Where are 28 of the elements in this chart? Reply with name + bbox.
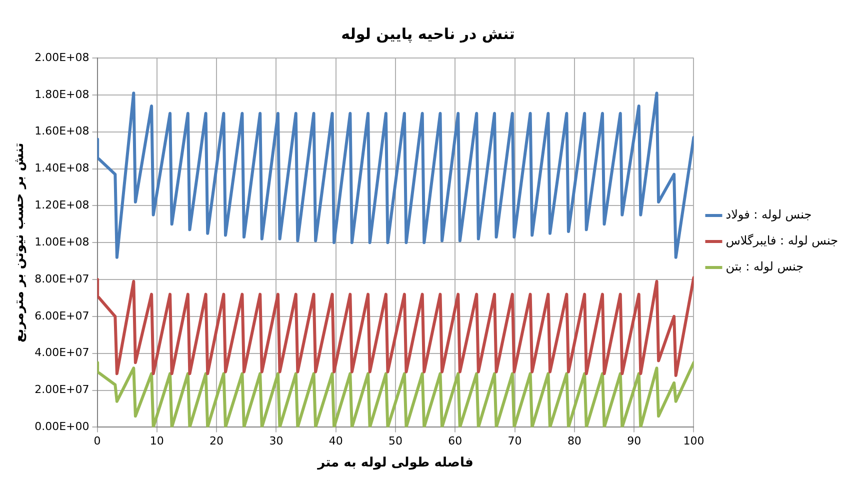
x-tick-label: 40 xyxy=(328,434,343,448)
x-tick-label: 60 xyxy=(448,434,462,448)
y-tick-label: 1.00E+08 xyxy=(34,235,90,248)
y-tick-label: 1.80E+08 xyxy=(34,88,90,101)
y-tick-label: 4.00E+07 xyxy=(34,346,90,360)
y-tick-label: 6.00E+07 xyxy=(34,309,90,322)
x-tick-label: 30 xyxy=(269,434,284,448)
x-tick-label: 90 xyxy=(627,434,642,448)
x-tick-label: 50 xyxy=(388,434,402,448)
y-axis-title: تنش بر حسب نیوتن بر مترمربع xyxy=(12,142,28,342)
y-tick-label: 0.00E+00 xyxy=(34,420,90,434)
legend-label: جنس لوله : بتن xyxy=(726,260,804,274)
x-tick-label: 100 xyxy=(683,434,704,448)
y-tick-label: 8.00E+07 xyxy=(34,272,90,286)
x-tick-label: 10 xyxy=(150,434,164,448)
y-tick-label: 2.00E+07 xyxy=(34,383,90,396)
y-tick-label: 1.20E+08 xyxy=(34,198,90,212)
x-tick-label: 20 xyxy=(210,434,224,448)
x-tick-label: 0 xyxy=(94,434,101,448)
y-tick-label: 1.40E+08 xyxy=(34,162,90,175)
chart-title: تنش در ناحیه پایین لوله xyxy=(341,24,515,43)
legend-label: جنس لوله : فایبرگلاس xyxy=(726,234,838,248)
x-axis-title: فاصله طولی لوله به متر xyxy=(316,456,474,471)
y-tick-label: 1.60E+08 xyxy=(34,124,90,138)
x-tick-label: 70 xyxy=(508,434,522,448)
x-tick-label: 80 xyxy=(567,434,582,448)
legend-label: جنس لوله : فولاد xyxy=(726,208,812,222)
y-tick-label: 2.00E+08 xyxy=(34,50,90,64)
